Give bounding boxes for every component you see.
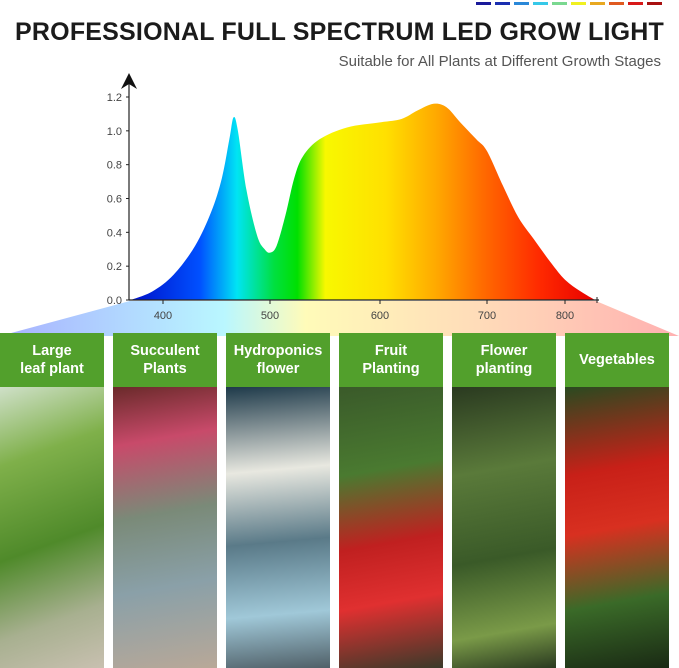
page-subtitle: Suitable for All Plants at Different Gro… (338, 53, 661, 70)
plant-panel-label: Large leaf plant (0, 333, 104, 387)
plant-panel: Fruit Planting (339, 333, 443, 668)
y-tick-label: 0.4 (107, 227, 122, 239)
plant-panel: Hydroponics flower (226, 333, 330, 668)
y-axis-arrow (121, 73, 137, 89)
spectrum-chart: 400 500 600 700 800 0.0 0.2 0.4 0.6 0.8 1.0 1.2 (0, 73, 679, 336)
x-tick-label: 500 (261, 310, 279, 322)
color-swatch (533, 2, 548, 5)
plant-photo (565, 387, 669, 668)
y-tick-label: 0.6 (107, 194, 122, 206)
y-tick-label: 1.0 (107, 126, 122, 138)
color-swatch (495, 2, 510, 5)
color-swatch (590, 2, 605, 5)
color-bar (476, 2, 662, 5)
y-tick-label: 0.2 (107, 261, 122, 273)
label-line: Hydroponics (233, 343, 323, 359)
plant-photo (452, 387, 556, 668)
page-title: PROFESSIONAL FULL SPECTRUM LED GROW LIGH… (15, 18, 664, 46)
color-swatch (647, 2, 662, 5)
label-line: Planting (362, 361, 420, 377)
label-line: flower (256, 361, 300, 377)
color-swatch (476, 2, 491, 5)
y-tick-label: 0.0 (107, 295, 122, 307)
label-line: planting (475, 361, 533, 377)
label-line: Plants (143, 361, 187, 377)
plant-panel-label: Fruit Planting (339, 333, 443, 387)
plant-panel-label: Succulent Plants (113, 333, 217, 387)
x-tick-label: 700 (478, 310, 496, 322)
plant-panel-label: Hydroponics flower (226, 333, 330, 387)
plant-panel-label: Vegetables (565, 333, 669, 387)
plant-photo (226, 387, 330, 668)
label-line: Large (32, 343, 72, 359)
plant-panel: Large leaf plant (0, 333, 104, 668)
color-swatch (571, 2, 586, 5)
label-line: Flower (480, 343, 528, 359)
light-beam (0, 301, 679, 336)
plant-photo (339, 387, 443, 668)
color-swatch (628, 2, 643, 5)
color-swatch (514, 2, 529, 5)
x-tick-label: 800 (556, 310, 574, 322)
plant-panel: Vegetables (565, 333, 669, 668)
plant-panel: Flower planting (452, 333, 556, 668)
plant-panel: Succulent Plants (113, 333, 217, 668)
label-line: leaf plant (20, 361, 84, 377)
plant-photo (113, 387, 217, 668)
y-tick-label: 1.2 (107, 92, 122, 104)
color-swatch (552, 2, 567, 5)
spectrum-area (130, 103, 595, 300)
label-line: Fruit (374, 343, 408, 359)
label-line: Succulent (130, 343, 200, 359)
label-line: Vegetables (579, 352, 655, 368)
x-tick-label: 400 (154, 310, 172, 322)
plant-photo (0, 387, 104, 668)
plant-panel-label: Flower planting (452, 333, 556, 387)
color-swatch (609, 2, 624, 5)
y-tick-label: 0.8 (107, 160, 122, 172)
x-tick-label: 600 (371, 310, 389, 322)
